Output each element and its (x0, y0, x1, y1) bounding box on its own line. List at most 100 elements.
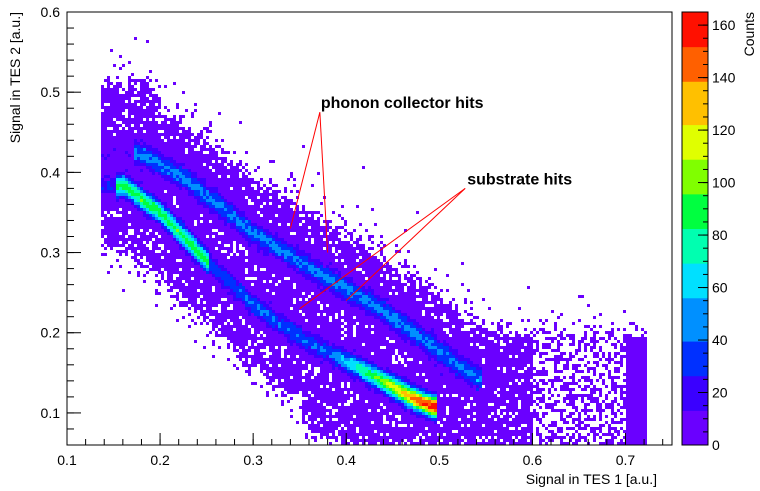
heatmap-cell (341, 412, 344, 415)
heatmap-cell (263, 262, 266, 265)
heatmap-cell (227, 241, 230, 244)
heatmap-cell (350, 238, 353, 241)
heatmap-cell (143, 97, 146, 100)
heatmap-cell (146, 169, 149, 172)
heatmap-cell (326, 295, 329, 298)
heatmap-cell (239, 268, 242, 271)
heatmap-cell (173, 127, 176, 130)
heatmap-cell (257, 295, 260, 298)
heatmap-cell (137, 232, 140, 235)
heatmap-cell (173, 280, 176, 283)
heatmap-cell (116, 199, 119, 202)
heatmap-cell (284, 319, 287, 322)
heatmap-cell (173, 295, 176, 298)
heatmap-cell (239, 328, 242, 331)
heatmap-cell (209, 292, 212, 295)
heatmap-cell (290, 358, 293, 361)
heatmap-cell (107, 100, 110, 103)
heatmap-cell (221, 199, 224, 202)
heatmap-cell (338, 385, 341, 388)
heatmap-cell (323, 391, 326, 394)
heatmap-cell (263, 361, 266, 364)
heatmap-cell (326, 373, 329, 376)
heatmap-cell (101, 133, 104, 136)
heatmap-cell (143, 187, 146, 190)
heatmap-cell (308, 334, 311, 337)
heatmap-cell (275, 244, 278, 247)
heatmap-cell (104, 178, 107, 181)
heatmap-cell (305, 253, 308, 256)
heatmap-cell (269, 289, 272, 292)
heatmap-cell (236, 322, 239, 325)
heatmap-cell (164, 136, 167, 139)
heatmap-cell (245, 175, 248, 178)
heatmap-cell (332, 319, 335, 322)
heatmap-cell (131, 244, 134, 247)
heatmap-cell (260, 361, 263, 364)
heatmap-cell (182, 232, 185, 235)
heatmap-cell (260, 289, 263, 292)
heatmap-cell (197, 280, 200, 283)
heatmap-cell (236, 325, 239, 328)
heatmap-cell (335, 379, 338, 382)
heatmap-cell (170, 181, 173, 184)
heatmap-cell (110, 193, 113, 196)
heatmap-cell (329, 334, 332, 337)
heatmap-cell (212, 355, 215, 358)
heatmap-cell (233, 220, 236, 223)
heatmap-cell (140, 148, 143, 151)
heatmap-cell (278, 370, 281, 373)
heatmap-cell (269, 301, 272, 304)
heatmap-cell (344, 373, 347, 376)
heatmap-cell (284, 232, 287, 235)
heatmap-cell (134, 265, 137, 268)
heatmap-cell (245, 280, 248, 283)
heatmap-cell (242, 181, 245, 184)
heatmap-cell (245, 358, 248, 361)
heatmap-cell (140, 256, 143, 259)
heatmap-cell (119, 55, 122, 58)
heatmap-cell (263, 256, 266, 259)
heatmap-cell (233, 181, 236, 184)
heatmap-cell (200, 310, 203, 313)
heatmap-cell (278, 301, 281, 304)
heatmap-cell (332, 424, 335, 427)
heatmap-cell (320, 358, 323, 361)
heatmap-cell (197, 283, 200, 286)
heatmap-cell (143, 274, 146, 277)
heatmap-cell (314, 316, 317, 319)
heatmap-cell (230, 232, 233, 235)
heatmap-cell (128, 166, 131, 169)
heatmap-cell (251, 301, 254, 304)
heatmap-cell (122, 241, 125, 244)
heatmap-cell (224, 304, 227, 307)
heatmap-cell (227, 328, 230, 331)
heatmap-cell (212, 232, 215, 235)
heatmap-cell (206, 178, 209, 181)
heatmap-cell (200, 286, 203, 289)
heatmap-cell (332, 391, 335, 394)
heatmap-cell (347, 346, 350, 349)
heatmap-cell (107, 217, 110, 220)
heatmap-cell (164, 199, 167, 202)
heatmap-cell (299, 349, 302, 352)
heatmap-cell (182, 247, 185, 250)
heatmap-cell (146, 223, 149, 226)
heatmap-cell (320, 418, 323, 421)
heatmap-cell (299, 211, 302, 214)
heatmap-cell (119, 250, 122, 253)
heatmap-cell (296, 382, 299, 385)
heatmap-cell (104, 91, 107, 94)
heatmap-cell (239, 337, 242, 340)
heatmap-cell (158, 133, 161, 136)
heatmap-cell (128, 199, 131, 202)
heatmap-cell (194, 139, 197, 142)
heatmap-cell (185, 109, 188, 112)
heatmap-cell (272, 217, 275, 220)
heatmap-cell (188, 274, 191, 277)
heatmap-cell (254, 217, 257, 220)
heatmap-cell (107, 244, 110, 247)
heatmap-cell (326, 430, 329, 433)
heatmap-cell (293, 316, 296, 319)
heatmap-cell (311, 214, 314, 217)
